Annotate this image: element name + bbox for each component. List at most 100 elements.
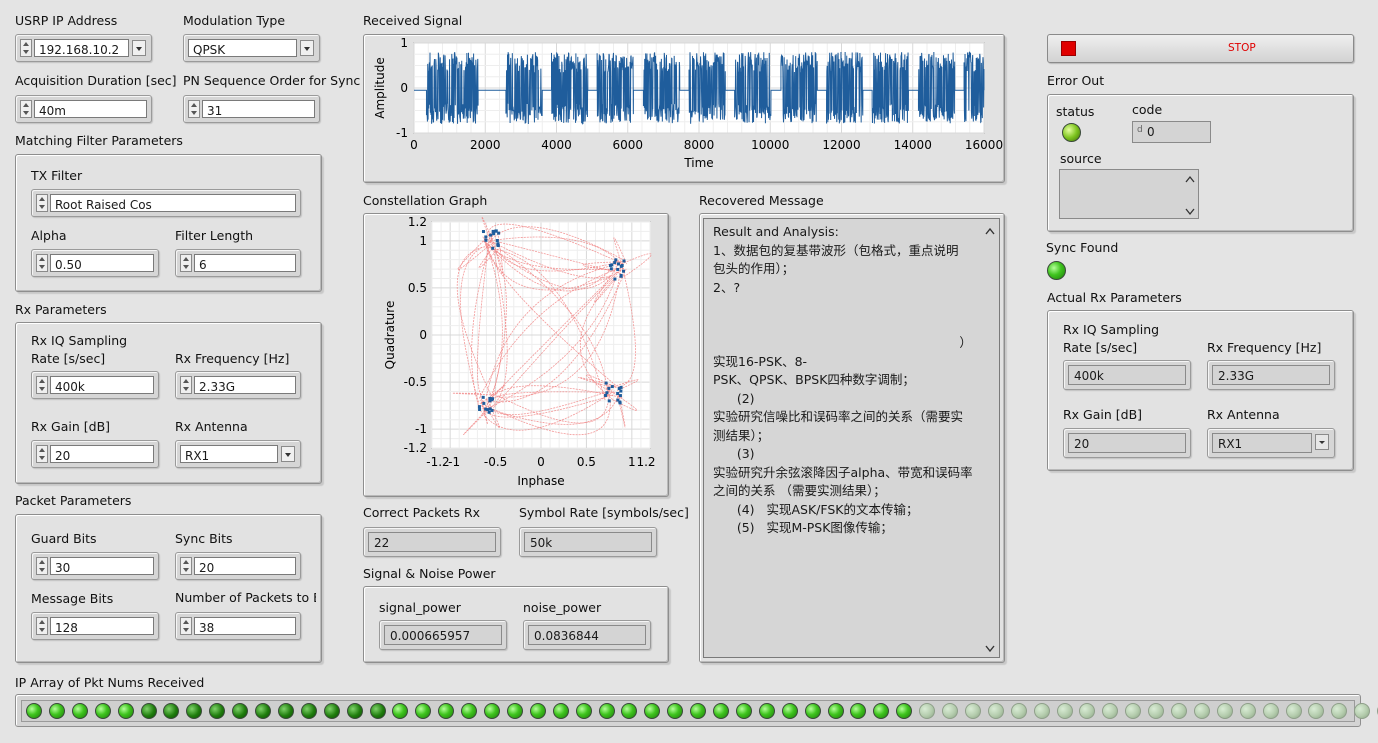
- symbol-point: [484, 235, 488, 239]
- acq-duration-control[interactable]: 40m: [15, 95, 152, 123]
- chevron-down-icon[interactable]: [132, 40, 146, 56]
- usrp-ip-control[interactable]: 192.168.10.2: [15, 34, 152, 62]
- pkt-led: [186, 703, 203, 719]
- actual-sampling-value: 400k: [1068, 365, 1186, 385]
- pkt-led: [621, 703, 638, 719]
- rx-antenna-field[interactable]: RX1: [180, 445, 278, 463]
- modulation-select[interactable]: QPSK: [183, 34, 320, 62]
- chevron-down-icon[interactable]: [281, 446, 295, 462]
- int-format-icon: d: [1137, 125, 1143, 135]
- increment-icon[interactable]: [36, 617, 48, 635]
- rx-gain-field[interactable]: 20: [50, 445, 154, 463]
- x-tick-label: -0.5: [484, 455, 507, 469]
- increment-icon[interactable]: [36, 254, 48, 272]
- x-axis-label: Time: [683, 156, 713, 170]
- message-line: ）: [713, 335, 972, 350]
- trajectory: [471, 234, 494, 411]
- rx-freq-field[interactable]: 2.33G: [194, 376, 296, 394]
- symbol-point: [610, 385, 614, 389]
- trajectory: [580, 277, 616, 400]
- pn-order-field[interactable]: 31: [202, 100, 315, 118]
- increment-icon[interactable]: [36, 445, 48, 463]
- num-packets-control[interactable]: 38: [175, 612, 301, 640]
- symbol-rate-indicator: 50k: [519, 527, 657, 557]
- tx-filter-field[interactable]: Root Raised Cos: [50, 194, 296, 212]
- increment-icon[interactable]: [180, 376, 192, 394]
- scroll-down-icon[interactable]: [1185, 208, 1195, 216]
- filter-length-control[interactable]: 6: [175, 249, 301, 277]
- increment-icon[interactable]: [180, 557, 192, 575]
- chevron-down-icon[interactable]: [300, 40, 314, 56]
- rx-sampling-control[interactable]: 400k: [31, 371, 159, 399]
- message-bits-control[interactable]: 128: [31, 612, 159, 640]
- filter-length-field[interactable]: 6: [194, 254, 296, 272]
- message-bits-field[interactable]: 128: [50, 617, 154, 635]
- alpha-field[interactable]: 0.50: [50, 254, 154, 272]
- error-status-label: status: [1056, 104, 1095, 119]
- pkt-led: [942, 703, 958, 719]
- trajectory: [489, 234, 626, 272]
- actual-gain-label: Rx Gain [dB]: [1063, 407, 1143, 422]
- rx-freq-control[interactable]: 2.33G: [175, 371, 301, 399]
- y-tick-label: -1: [415, 422, 427, 436]
- actual-gain-indicator: 20: [1063, 428, 1191, 458]
- trajectory: [610, 379, 639, 392]
- increment-icon[interactable]: [180, 254, 192, 272]
- signal-power-label: signal_power: [379, 600, 461, 615]
- scroll-up-icon[interactable]: [985, 224, 995, 235]
- symbol-point: [619, 385, 623, 389]
- symbol-point: [491, 229, 495, 233]
- ip-format-icon: [20, 39, 32, 57]
- rx-antenna-select[interactable]: RX1: [175, 440, 301, 468]
- trajectory: [585, 374, 617, 392]
- num-packets-field[interactable]: 38: [194, 617, 296, 635]
- actual-antenna-indicator: RX1: [1207, 428, 1335, 458]
- actual-antenna-value: RX1: [1212, 433, 1312, 453]
- pkt-led: [415, 703, 432, 719]
- stop-button[interactable]: STOP: [1047, 34, 1354, 63]
- pkt-led: [94, 703, 111, 719]
- actual-freq-label: Rx Frequency [Hz]: [1207, 340, 1322, 355]
- sync-bits-field[interactable]: 20: [194, 557, 296, 575]
- symbol-rate-label: Symbol Rate [symbols/sec]: [519, 505, 689, 520]
- increment-icon[interactable]: [188, 100, 200, 118]
- modulation-field[interactable]: QPSK: [188, 39, 297, 57]
- actual-gain-value: 20: [1068, 433, 1186, 453]
- scroll-down-icon[interactable]: [985, 642, 995, 653]
- increment-icon[interactable]: [36, 376, 48, 394]
- pkt-led: [484, 703, 500, 719]
- recovered-message-text[interactable]: Result and Analysis: 1、数据包的复基带波形（包格式，重点说明…: [703, 218, 1000, 658]
- tx-filter-control[interactable]: Root Raised Cos: [31, 189, 301, 217]
- trajectory: [594, 267, 618, 303]
- acq-duration-field[interactable]: 40m: [34, 100, 147, 118]
- alpha-control[interactable]: 0.50: [31, 249, 159, 277]
- symbol-point: [486, 408, 490, 412]
- trajectory: [460, 246, 483, 404]
- increment-icon[interactable]: [180, 617, 192, 635]
- rx-gain-control[interactable]: 20: [31, 440, 159, 468]
- error-source-field[interactable]: [1059, 169, 1199, 219]
- pkt-led: [140, 703, 157, 719]
- symbol-point: [492, 232, 496, 236]
- pkt-led: [323, 703, 340, 719]
- pn-order-label: PN Sequence Order for Sync: [183, 73, 361, 88]
- usrp-ip-label: USRP IP Address: [15, 13, 118, 28]
- increment-icon[interactable]: [36, 194, 48, 212]
- usrp-ip-field[interactable]: 192.168.10.2: [34, 39, 129, 57]
- guard-bits-control[interactable]: 30: [31, 552, 159, 580]
- rx-gain-label: Rx Gain [dB]: [31, 419, 111, 434]
- message-line: 包头的作用）；: [713, 261, 795, 276]
- trajectory: [483, 239, 508, 412]
- trajectory: [490, 268, 627, 403]
- sync-bits-control[interactable]: 20: [175, 552, 301, 580]
- scroll-up-icon[interactable]: [1185, 175, 1195, 183]
- pn-order-control[interactable]: 31: [183, 95, 320, 123]
- symbol-point: [619, 274, 623, 278]
- pkt-led: [964, 703, 981, 719]
- y-tick-label: 1: [419, 234, 427, 248]
- guard-bits-field[interactable]: 30: [50, 557, 154, 575]
- increment-icon[interactable]: [36, 557, 48, 575]
- rx-sampling-field[interactable]: 400k: [50, 376, 154, 394]
- increment-icon[interactable]: [20, 100, 32, 118]
- pkt-led: [1216, 703, 1233, 719]
